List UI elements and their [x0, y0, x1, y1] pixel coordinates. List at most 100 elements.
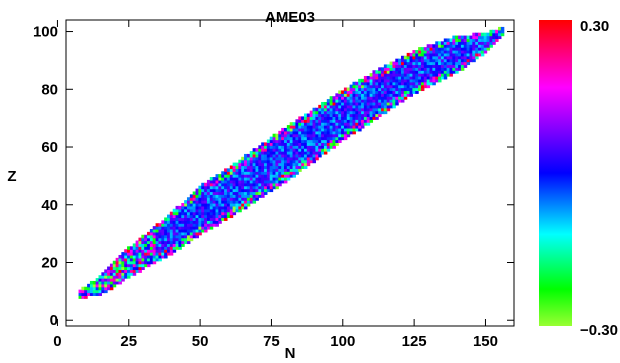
- nuclide-cell: [121, 254, 125, 259]
- nuclide-cell: [318, 145, 322, 149]
- nuclide-cell: [323, 133, 328, 138]
- nuclide-cell: [458, 55, 462, 60]
- nuclide-cell: [341, 93, 345, 97]
- nuclide-cell: [500, 29, 505, 34]
- nuclide-cell: [346, 107, 351, 112]
- nuclide-cell: [449, 55, 453, 60]
- nuclide-cell: [398, 61, 402, 66]
- nuclide-cell: [383, 78, 388, 83]
- nuclide-cell: [266, 182, 271, 187]
- nuclide-cell: [478, 50, 482, 54]
- nuclide-cell: [252, 179, 257, 184]
- nuclide-cell: [212, 194, 217, 198]
- nuclide-cell: [186, 240, 191, 245]
- nuclide-cell: [141, 254, 145, 259]
- nuclide-cell: [298, 159, 302, 164]
- nuclide-cell: [164, 237, 168, 242]
- nuclide-cell: [418, 81, 422, 86]
- nuclide-cell: [181, 203, 185, 207]
- nuclide-cell: [318, 107, 322, 112]
- nuclide-cell: [432, 55, 436, 60]
- nuclide-cell: [366, 116, 371, 120]
- nuclide-cell: [358, 84, 362, 89]
- nuclide-cell: [343, 130, 348, 135]
- nuclide-cell: [323, 145, 328, 149]
- nuclide-cell: [349, 125, 354, 129]
- nuclide-cell: [184, 234, 188, 239]
- nuclide-cell: [446, 47, 451, 51]
- nuclide-cell: [403, 87, 408, 92]
- nuclide-cell: [235, 194, 239, 198]
- nuclide-cell: [147, 243, 151, 247]
- nuclide-cell: [172, 249, 177, 253]
- nuclide-cell: [272, 179, 277, 184]
- nuclide-cell: [480, 44, 485, 48]
- nuclide-cell: [278, 142, 282, 146]
- nuclide-cell: [381, 90, 385, 94]
- nuclide-cell: [224, 203, 228, 207]
- nuclide-cell: [141, 246, 145, 250]
- nuclide-cell: [400, 96, 405, 100]
- nuclide-cell: [186, 228, 191, 233]
- nuclide-cell: [246, 165, 251, 169]
- nuclide-cell: [392, 81, 396, 86]
- nuclide-cell: [455, 41, 459, 45]
- nuclide-cell: [172, 240, 177, 245]
- nuclide-cell: [295, 159, 299, 164]
- nuclide-cell: [264, 179, 268, 184]
- nuclide-cell: [332, 142, 336, 146]
- nuclide-cell: [167, 246, 171, 250]
- nuclide-cell: [355, 127, 359, 132]
- nuclide-cell: [480, 41, 485, 45]
- nuclide-cell: [249, 177, 254, 181]
- nuclide-cell: [346, 96, 351, 100]
- nuclide-cell: [186, 200, 191, 204]
- nuclide-cell: [212, 177, 217, 181]
- nuclide-cell: [144, 252, 148, 256]
- nuclide-cell: [229, 185, 234, 190]
- nuclide-cell: [221, 217, 225, 221]
- nuclide-cell: [400, 81, 405, 86]
- nuclide-cell: [241, 179, 245, 184]
- nuclide-cell: [298, 139, 302, 143]
- nuclide-cell: [264, 177, 268, 181]
- nuclide-cell: [138, 269, 142, 273]
- nuclide-cell: [460, 50, 465, 54]
- nuclide-cell: [198, 194, 202, 198]
- nuclide-cell: [295, 122, 299, 126]
- nuclide-cell: [161, 240, 165, 245]
- nuclide-cell: [289, 122, 294, 126]
- nuclide-cell: [241, 200, 245, 204]
- nuclide-cell: [403, 58, 408, 63]
- nuclide-cell: [443, 55, 448, 60]
- nuclide-cell: [109, 280, 114, 285]
- nuclide-cell: [264, 159, 268, 164]
- nuclide-cell: [386, 101, 391, 106]
- x-tick-label: 50: [192, 333, 209, 350]
- nuclide-cell: [363, 90, 368, 94]
- nuclide-cell: [169, 231, 174, 236]
- nuclide-cell: [323, 104, 328, 109]
- nuclide-cell: [338, 125, 342, 129]
- nuclide-cell: [238, 203, 242, 207]
- nuclide-cell: [301, 162, 305, 167]
- nuclide-cell: [306, 142, 311, 146]
- nuclide-cell: [198, 191, 202, 195]
- nuclide-cell: [435, 73, 439, 77]
- nuclide-cell: [246, 179, 251, 184]
- nuclide-cell: [206, 226, 211, 230]
- nuclide-cell: [206, 182, 211, 187]
- nuclide-cell: [366, 93, 371, 97]
- nuclide-cell: [303, 127, 308, 132]
- nuclide-cell: [241, 174, 245, 178]
- nuclide-cell: [369, 81, 374, 86]
- nuclide-cell: [289, 174, 294, 178]
- nuclide-cell: [209, 226, 214, 230]
- nuclide-cell: [218, 197, 222, 201]
- nuclide-cell: [369, 107, 374, 112]
- nuclide-cell: [375, 87, 379, 92]
- nuclide-cell: [167, 214, 171, 219]
- nuclide-cell: [312, 145, 316, 149]
- nuclide-cell: [201, 194, 205, 198]
- nuclide-cell: [375, 90, 379, 94]
